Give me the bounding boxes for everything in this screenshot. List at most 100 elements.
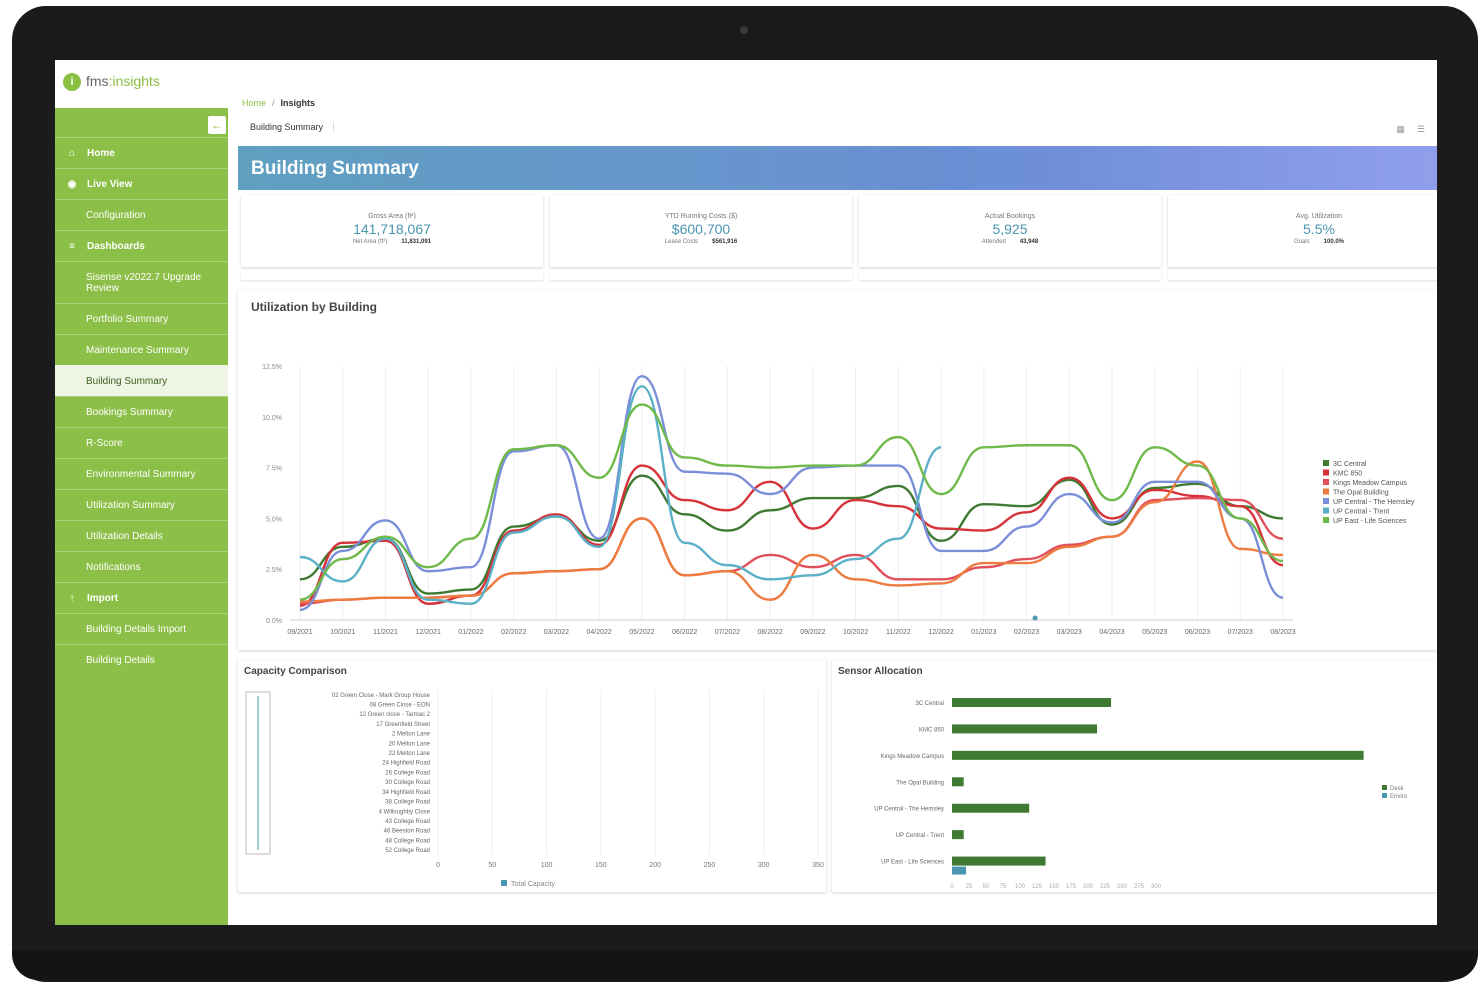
- kpi-label: Avg. Utilization: [1295, 213, 1343, 220]
- sidebar-item-label: Dashboards: [87, 240, 145, 252]
- sidebar-item-building-details[interactable]: Building Details: [55, 644, 228, 675]
- laptop-base: [12, 950, 1478, 980]
- layout-icon[interactable]: ☰: [1416, 124, 1425, 134]
- sidebar-item-utilization-summary[interactable]: Utilization Summary: [55, 489, 228, 520]
- x-tick-label: 11/2021: [373, 629, 398, 636]
- tab-building-summary[interactable]: Building Summary: [250, 122, 335, 132]
- filter-icon[interactable]: ▦: [1396, 124, 1405, 134]
- kpi-value: 141,718,067: [353, 221, 431, 237]
- x-tick-label: 150: [1049, 884, 1060, 890]
- capacity-title: Capacity Comparison: [244, 666, 347, 677]
- sidebar-item-building-details-import[interactable]: Building Details Import: [55, 613, 228, 644]
- legend-label[interactable]: Desk: [1390, 786, 1405, 792]
- scroll-navigator[interactable]: [245, 691, 271, 855]
- x-tick-label: 200: [1083, 884, 1094, 890]
- legend-label[interactable]: UP Central - Trent: [1333, 509, 1389, 516]
- legend-swatch: [501, 880, 507, 886]
- kpi-sub-label: Lease Costs: [664, 239, 699, 245]
- series-line[interactable]: [299, 403, 1284, 601]
- home-icon: ⌂: [68, 147, 76, 159]
- sidebar-item-bookings-summary[interactable]: Bookings Summary: [55, 396, 228, 427]
- bar-desk[interactable]: [952, 803, 1030, 813]
- kpi-card[interactable]: YTD Running Costs ($) $600,700 Lease Costs…: [550, 195, 852, 267]
- y-tick-label: 12.5%: [262, 364, 282, 371]
- bar-desk[interactable]: [952, 777, 964, 787]
- series-line[interactable]: [299, 474, 1284, 595]
- sidebar-item-home[interactable]: ⌂ Home: [55, 137, 228, 168]
- sidebar-item-label: Building Summary: [86, 375, 168, 387]
- x-tick-label: 0: [436, 862, 440, 869]
- sidebar-item-label: R-Score: [86, 437, 123, 449]
- legend-label[interactable]: 3C Central: [1333, 461, 1367, 468]
- y-tick-label: 0.0%: [266, 618, 282, 625]
- sidebar-item-environmental-summary[interactable]: Environmental Summary: [55, 458, 228, 489]
- x-tick-label: 350: [812, 862, 824, 869]
- logo-mark-icon[interactable]: i: [63, 73, 81, 91]
- x-tick-label: 01/2022: [458, 629, 483, 636]
- sidebar-item-maintenance-summary[interactable]: Maintenance Summary: [55, 334, 228, 365]
- sidebar-item-notifications[interactable]: Notifications: [55, 551, 228, 582]
- x-tick-label: 25: [966, 884, 973, 890]
- legend-swatch: [1323, 488, 1329, 495]
- sidebar-item-label: Bookings Summary: [86, 406, 173, 418]
- sidebar-item-portfolio-summary[interactable]: Portfolio Summary: [55, 303, 228, 334]
- legend-swatch: [1323, 469, 1329, 476]
- legend-label[interactable]: Enviro: [1390, 794, 1408, 800]
- legend-label[interactable]: The Opal Building: [1333, 490, 1389, 497]
- sensor-chart[interactable]: 0 25 50 75 100 125 150 175 200 225 250 275 300 3C Cen…: [832, 660, 1437, 892]
- sidebar-item-label: Portfolio Summary: [86, 313, 169, 325]
- legend-label[interactable]: UP East - Life Sciences: [1333, 518, 1407, 525]
- category-label: UP Central - Trent: [896, 833, 945, 839]
- x-tick-label: 225: [1100, 884, 1111, 890]
- sidebar-item-sisense-v2022-7-upgrade-review[interactable]: Sisense v2022.7 Upgrade Review: [55, 261, 228, 303]
- series-line[interactable]: [299, 464, 1284, 607]
- series-line[interactable]: [299, 460, 1284, 603]
- kpi-sub: Net Area (ft²) 11,831,091: [241, 239, 543, 245]
- legend-label[interactable]: Kings Meadow Campus: [1333, 480, 1407, 487]
- kpi-card[interactable]: Actual Bookings 5,925 Attended 43,948: [859, 195, 1161, 267]
- sidebar-item-configuration[interactable]: Configuration: [55, 199, 228, 230]
- app-logo[interactable]: fms:insights: [86, 73, 160, 89]
- sidebar-item-utilization-details[interactable]: Utilization Details: [55, 520, 228, 551]
- bar-desk[interactable]: [952, 698, 1112, 707]
- logo-accent: :insights: [108, 73, 160, 89]
- x-tick-label: 12/2022: [928, 629, 953, 636]
- x-tick-label: 07/2023: [1228, 629, 1253, 636]
- sidebar-item-import[interactable]: ↑ Import: [55, 582, 228, 613]
- kpi-sub-label: Net Area (ft²): [352, 239, 388, 245]
- arrow-left-icon[interactable]: ←: [208, 116, 226, 134]
- x-tick-label: 50: [488, 862, 496, 869]
- kpi-sub-label: Attended: [981, 239, 1006, 245]
- legend-label[interactable]: KMC 850: [1333, 471, 1362, 478]
- kpi-card[interactable]: Gross Area (ft²) 141,718,067 Net Area (ft²…: [241, 195, 543, 267]
- series-line[interactable]: [299, 385, 942, 605]
- logo-text: fms: [86, 73, 109, 89]
- sensor-title: Sensor Allocation: [838, 666, 923, 677]
- breadcrumb-home[interactable]: Home: [242, 98, 267, 108]
- kpi-card[interactable]: Avg. Utilization 5.5% Goals 100.0%: [1168, 195, 1437, 267]
- bar-desk[interactable]: [952, 724, 1098, 734]
- bar-desk[interactable]: [952, 750, 1364, 760]
- sidebar-item-label: Building Details: [86, 654, 155, 666]
- x-tick-label: 06/2022: [672, 629, 697, 636]
- scroll-marker[interactable]: [1032, 615, 1038, 621]
- x-tick-label: 250: [1117, 884, 1128, 890]
- bar-desk[interactable]: [952, 830, 964, 840]
- banner-decoration: [1038, 146, 1437, 190]
- sidebar-item-label: Home: [87, 147, 115, 159]
- series-line[interactable]: [299, 374, 1284, 612]
- bar-enviro[interactable]: [952, 866, 967, 875]
- utilization-chart[interactable]: 0.0% 2.5% 5.0% 7.5% 10.0% 12.5% 09/2021 10/2021…: [238, 290, 1437, 650]
- sidebar-item-live-view[interactable]: ◉ Live View: [55, 168, 228, 199]
- bar-desk[interactable]: [952, 856, 1046, 866]
- kpi-sub-value: 100.0%: [1323, 239, 1345, 245]
- sidebar-item-building-summary[interactable]: Building Summary: [55, 365, 228, 396]
- sidebar-item-r-score[interactable]: R-Score: [55, 427, 228, 458]
- x-tick-label: 100: [541, 862, 553, 869]
- category-label: UP East - Life Sciences: [881, 860, 944, 866]
- sidebar-item-dashboards[interactable]: ≡ Dashboards: [55, 230, 228, 261]
- legend-label[interactable]: UP Central - The Hemsley: [1333, 499, 1415, 506]
- capacity-chart[interactable]: 02 Green Close - Mark Group House 08 Gree…: [238, 660, 826, 892]
- legend-label[interactable]: Total Capacity: [511, 881, 555, 888]
- kpi-label: YTD Running Costs ($): [664, 213, 738, 220]
